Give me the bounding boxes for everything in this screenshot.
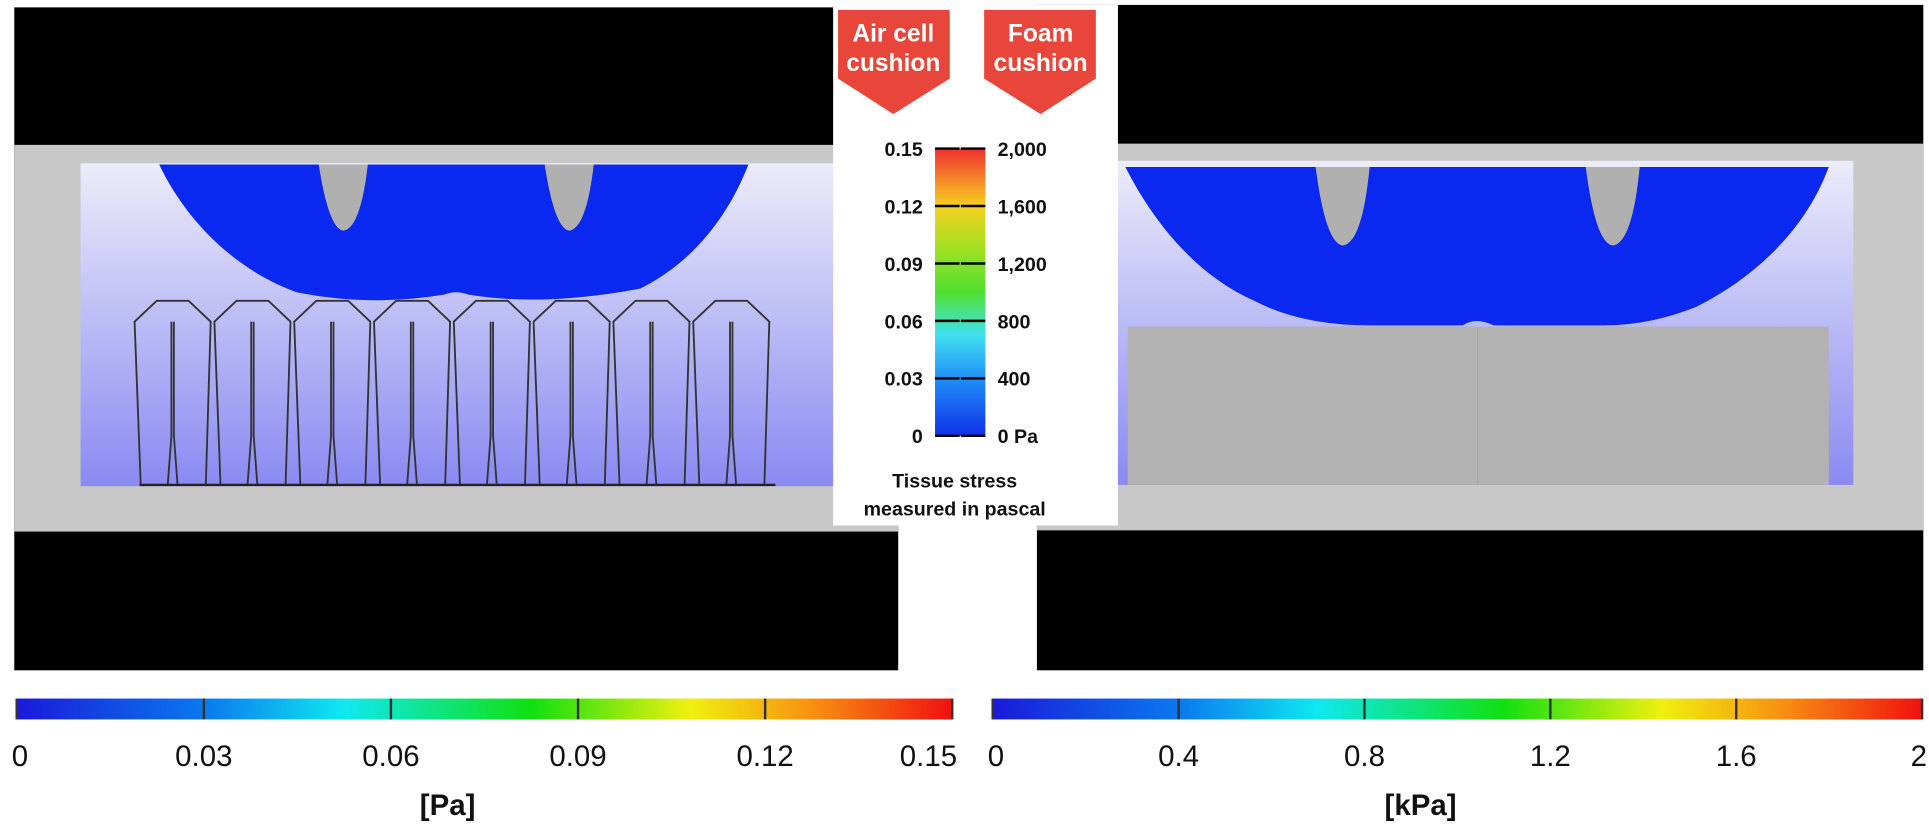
center-legend: Air cellcushionFoamcushion0.150.120.090.… bbox=[833, 5, 1118, 526]
legend-tick-label: 0 Pa bbox=[998, 426, 1039, 448]
legend-arrow-label: Foam bbox=[1008, 21, 1073, 48]
legend-caption: Tissue stress bbox=[892, 470, 1017, 492]
legend-tick-label: 0.06 bbox=[885, 311, 923, 333]
legend-tick-label: 0.09 bbox=[885, 254, 923, 276]
figure: Air cellcushionFoamcushion0.150.120.090.… bbox=[0, 0, 1929, 825]
legend-arrow-label: cushion bbox=[846, 50, 940, 77]
colorbar-tick-label: 0 bbox=[12, 740, 28, 773]
colorbar-tick-label: 0.09 bbox=[549, 740, 606, 773]
legend-tick-label: 1,600 bbox=[998, 196, 1047, 218]
legend-tick-label: 0 bbox=[912, 426, 923, 448]
legend-tick-label: 800 bbox=[998, 311, 1031, 333]
legend-arrow-label: cushion bbox=[994, 50, 1088, 77]
colorbar-tick-label: 0.12 bbox=[736, 740, 793, 773]
legend-tick-label: 400 bbox=[998, 369, 1031, 391]
colorbar-tick-label: 0.8 bbox=[1344, 740, 1385, 773]
legend-tick-label: 0.03 bbox=[885, 369, 923, 391]
colorbar-tick-label: 1.6 bbox=[1716, 740, 1757, 773]
legend-tick-label: 0.15 bbox=[885, 139, 923, 161]
colorbar-tick-label: 0 bbox=[988, 740, 1004, 773]
colorbar-unit: [kPa] bbox=[1385, 789, 1457, 822]
colorbar-tick-label: 0.03 bbox=[175, 740, 232, 773]
colorbars: 0 0.03 0.06 0.09 0.12 0.15 [Pa] 0 0.4 0.8 1.2 1.6 2 [… bbox=[12, 699, 1927, 823]
colorbar-tick-label: 0.4 bbox=[1158, 740, 1199, 773]
colorbar-tick-label: 0.15 bbox=[900, 740, 957, 773]
page: Air cellcushionFoamcushion0.150.120.090.… bbox=[0, 0, 1929, 825]
colorbar-tick-label: 2 bbox=[1911, 740, 1927, 773]
legend-tick-label: 2,000 bbox=[998, 139, 1047, 161]
legend-caption: measured in pascal bbox=[864, 499, 1046, 521]
colorbar-tick-label: 0.06 bbox=[362, 740, 419, 773]
legend-tick-label: 1,200 bbox=[998, 254, 1047, 276]
air-cell-panel bbox=[14, 7, 898, 670]
colorbar-unit: [Pa] bbox=[420, 789, 476, 822]
colorbar-tick-label: 1.2 bbox=[1530, 740, 1571, 773]
legend-arrow-label: Air cell bbox=[852, 21, 934, 48]
legend-tick-label: 0.12 bbox=[885, 196, 923, 218]
foam-panel bbox=[1037, 5, 1923, 670]
